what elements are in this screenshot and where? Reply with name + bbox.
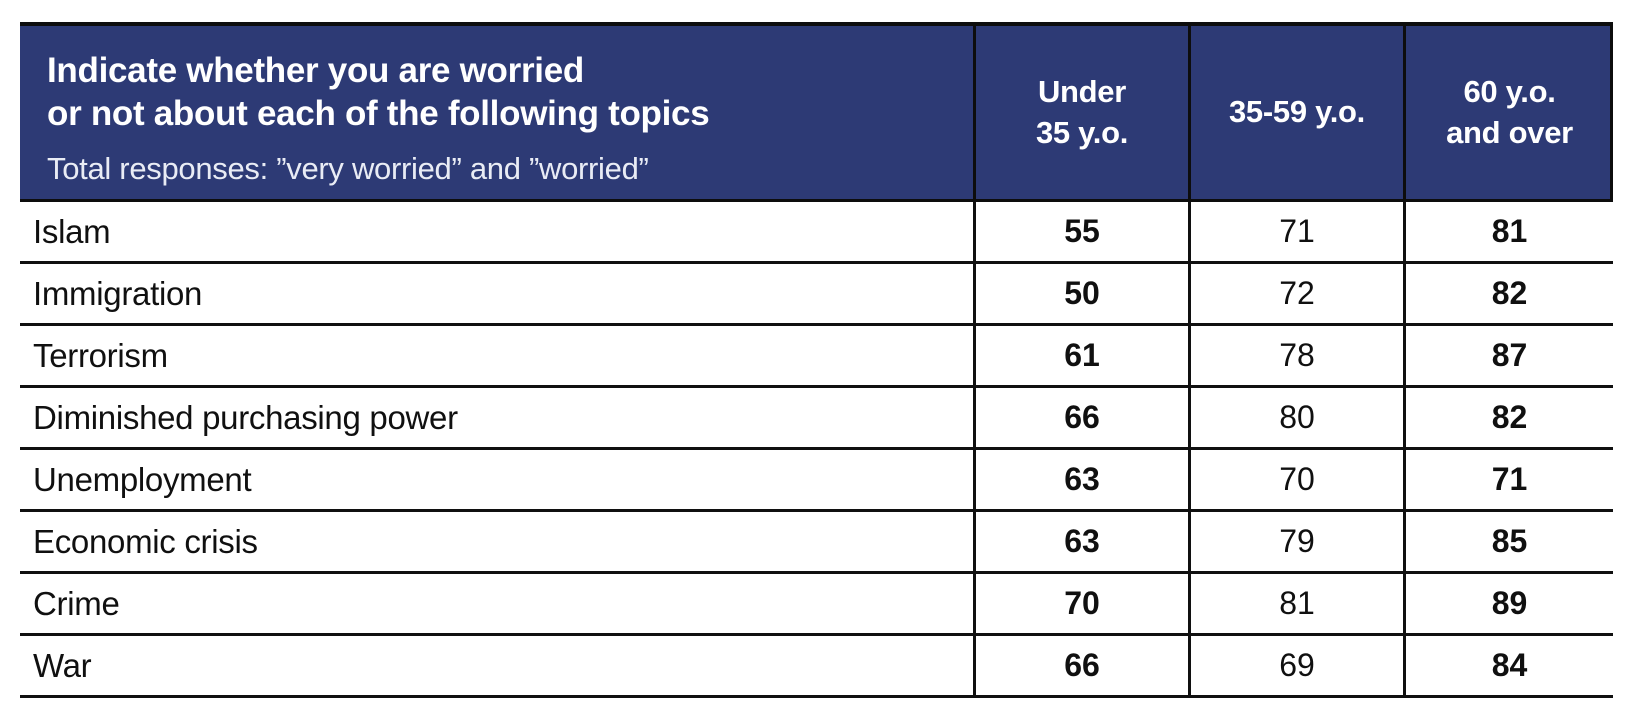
topic-label: Immigration — [33, 274, 203, 312]
value-under-35: 61 — [973, 326, 1188, 385]
table-row-economic-crisis: Economic crisis 63 79 85 — [20, 512, 1613, 574]
value-60-over: 84 — [1403, 636, 1613, 695]
value-60-over: 81 — [1403, 202, 1613, 261]
table-row-crime: Crime 70 81 89 — [20, 574, 1613, 636]
value-under-35: 70 — [973, 574, 1188, 633]
value-60-over: 82 — [1403, 388, 1613, 447]
table-title: Indicate whether you are worried or not … — [47, 49, 963, 136]
value-under-35: 63 — [973, 450, 1188, 509]
table-row-diminished-purchasing-power: Diminished purchasing power 66 80 82 — [20, 388, 1613, 450]
column-header-under-35: Under 35 y.o. — [973, 26, 1188, 199]
table-row-unemployment: Unemployment 63 70 71 — [20, 450, 1613, 512]
table-title-line2: or not about each of the following topic… — [47, 94, 710, 134]
column-header-60-over: 60 y.o. and over — [1403, 26, 1613, 199]
value-under-35: 66 — [973, 388, 1188, 447]
table-header: Indicate whether you are worried or not … — [20, 22, 1613, 202]
value-60-over: 85 — [1403, 512, 1613, 571]
value-under-35: 50 — [973, 264, 1188, 323]
table-row-war: War 66 69 84 — [20, 636, 1613, 698]
table-title-line1: Indicate whether you are worried — [47, 51, 584, 90]
value-60-over: 87 — [1403, 326, 1613, 385]
table-title-cell: Indicate whether you are worried or not … — [20, 26, 973, 199]
column-header-under-35-line2: 35 y.o. — [1035, 114, 1129, 150]
value-under-35: 63 — [973, 512, 1188, 571]
value-60-over: 89 — [1403, 574, 1613, 633]
table-row-islam: Islam 55 71 81 — [20, 202, 1613, 264]
topic-label: Diminished purchasing power — [33, 398, 458, 436]
value-35-59: 71 — [1188, 202, 1403, 261]
topic-label: Crime — [33, 584, 120, 622]
value-35-59: 80 — [1188, 388, 1403, 447]
topic-label: Economic crisis — [33, 522, 258, 560]
column-header-35-59-line1: 35-59 y.o. — [1228, 94, 1365, 130]
topic-label: War — [33, 646, 92, 684]
value-35-59: 81 — [1188, 574, 1403, 633]
column-header-under-35-line1: Under — [1037, 73, 1127, 109]
column-header-35-59: 35-59 y.o. — [1188, 26, 1403, 199]
topic-label: Islam — [33, 212, 111, 250]
value-under-35: 55 — [973, 202, 1188, 261]
value-60-over: 71 — [1403, 450, 1613, 509]
worry-survey-table: Indicate whether you are worried or not … — [20, 22, 1613, 698]
value-35-59: 69 — [1188, 636, 1403, 695]
topic-label: Unemployment — [33, 460, 252, 498]
topic-label: Terrorism — [33, 336, 168, 374]
column-header-60-over-line2: and over — [1446, 114, 1573, 150]
value-35-59: 72 — [1188, 264, 1403, 323]
table-row-immigration: Immigration 50 72 82 — [20, 264, 1613, 326]
value-35-59: 78 — [1188, 326, 1403, 385]
table-subtitle: Total responses: ”very worried” and ”wor… — [47, 150, 649, 186]
table-row-terrorism: Terrorism 61 78 87 — [20, 326, 1613, 388]
value-35-59: 70 — [1188, 450, 1403, 509]
value-60-over: 82 — [1403, 264, 1613, 323]
column-header-60-over-line1: 60 y.o. — [1463, 73, 1556, 109]
value-under-35: 66 — [973, 636, 1188, 695]
value-35-59: 79 — [1188, 512, 1403, 571]
